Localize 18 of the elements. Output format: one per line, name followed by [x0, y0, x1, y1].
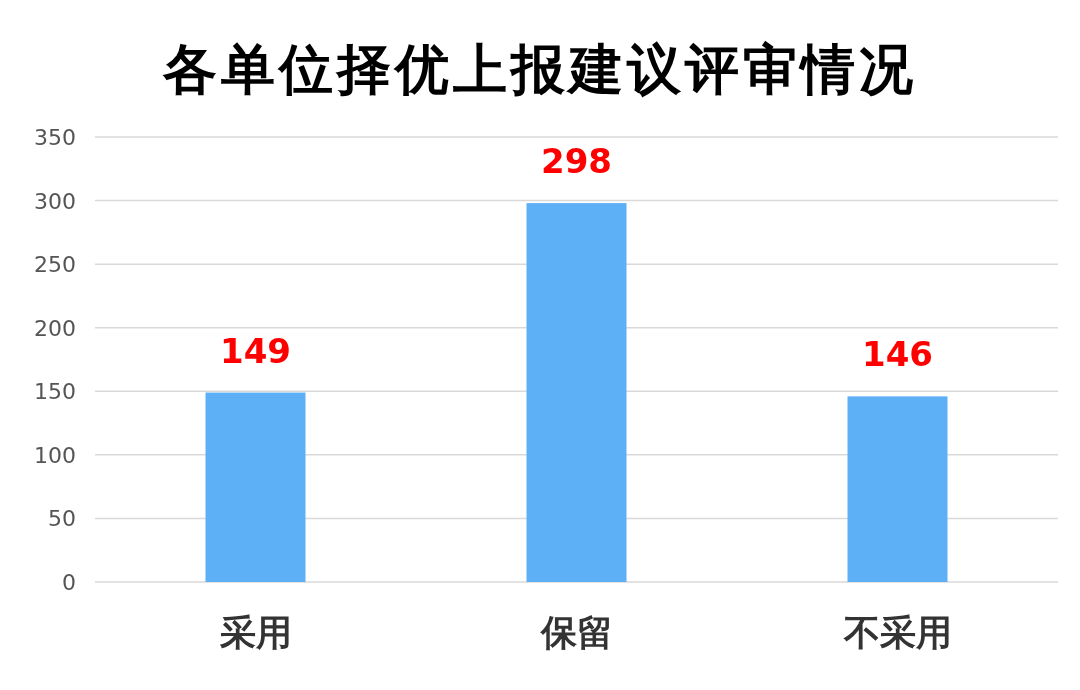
y-tick-label: 50 — [48, 506, 76, 532]
x-tick-label: 采用 — [218, 612, 292, 653]
data-label: 298 — [541, 141, 612, 182]
y-tick-label: 200 — [34, 315, 76, 341]
y-tick-label: 300 — [34, 188, 76, 214]
y-tick-label: 350 — [34, 125, 76, 150]
chart-title: 各单位择优上报建议评审情况 — [162, 38, 917, 101]
data-label: 146 — [862, 334, 933, 375]
bar — [526, 203, 627, 582]
y-tick-label: 100 — [34, 442, 76, 468]
data-label: 149 — [220, 330, 291, 371]
y-tick-label: 250 — [34, 252, 76, 278]
y-tick-label: 0 — [62, 570, 76, 595]
bar — [847, 396, 948, 582]
bar — [205, 392, 306, 582]
y-tick-label: 150 — [34, 379, 76, 405]
x-tick-label: 保留 — [538, 612, 613, 653]
x-tick-label: 不采用 — [842, 612, 952, 653]
